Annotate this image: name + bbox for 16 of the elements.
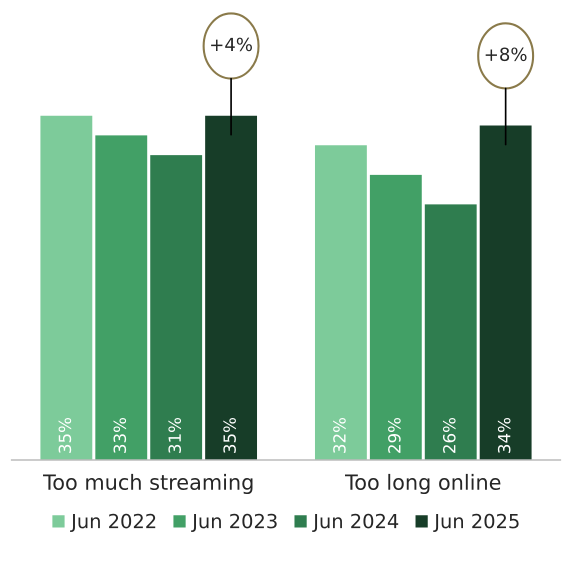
legend-label: Jun 2022 xyxy=(70,514,156,532)
data-label: 33% xyxy=(113,418,126,453)
data-label: 34% xyxy=(498,418,510,453)
text: +4% xyxy=(211,38,252,52)
data-label: 31% xyxy=(168,418,182,453)
x-tick-label: Too much streaming xyxy=(43,474,252,494)
data-label: 35% xyxy=(58,418,72,453)
data-label: 29% xyxy=(388,418,401,453)
data-label: 32% xyxy=(333,418,346,453)
legend-label: Jun 2023 xyxy=(191,514,277,532)
data-label: 26% xyxy=(442,418,456,453)
text: +8% xyxy=(486,47,527,62)
x-tick-label: Too long online xyxy=(345,474,500,494)
legend-label: Jun 2024 xyxy=(312,514,398,532)
legend-label: Jun 2025 xyxy=(433,514,519,532)
data-label: 35% xyxy=(223,418,236,453)
